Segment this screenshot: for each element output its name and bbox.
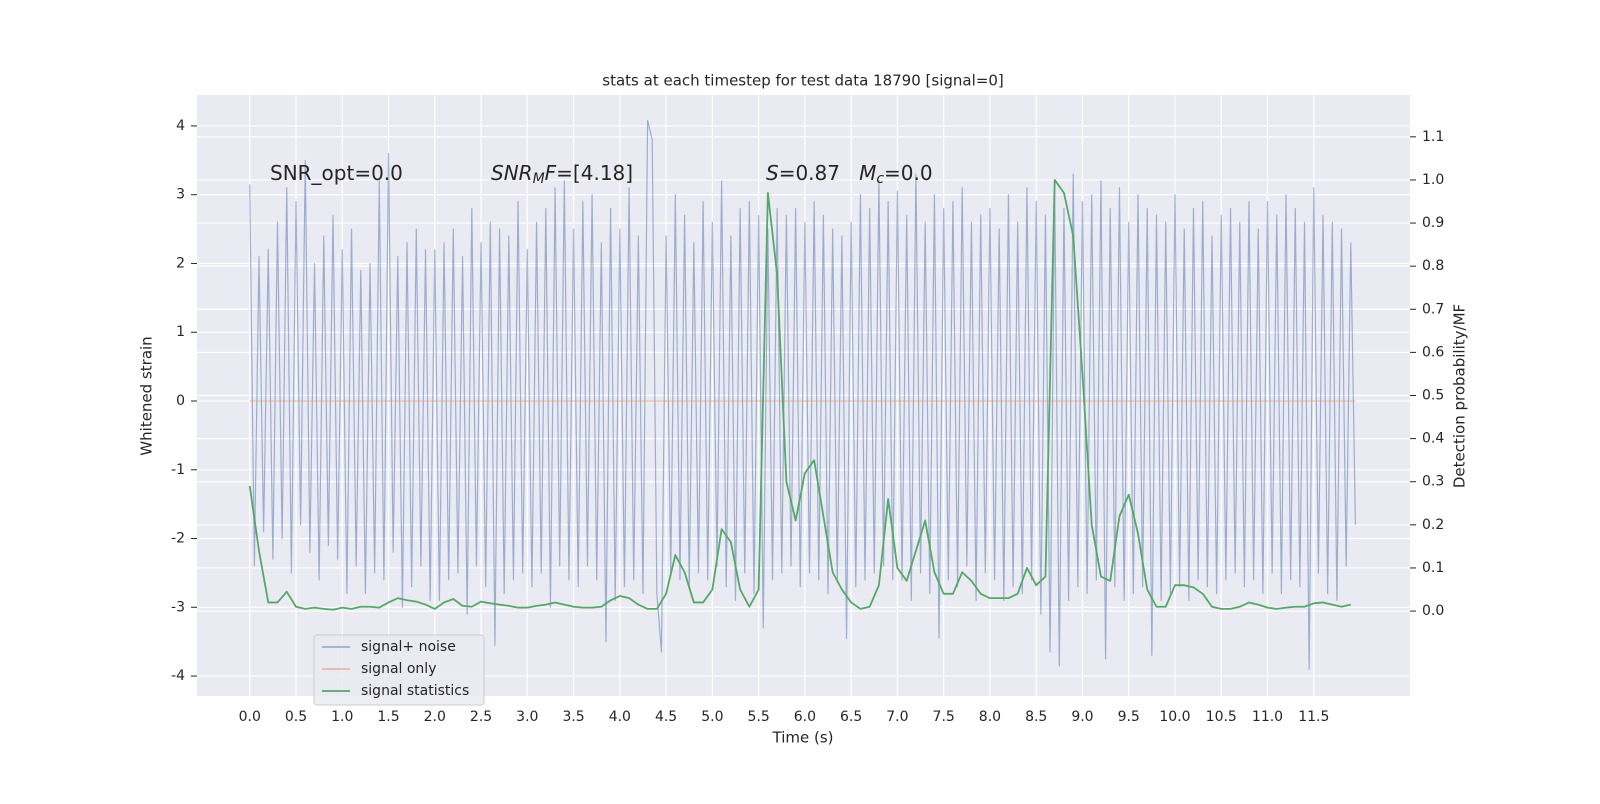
legend: signal+ noise signal only signal statistic… [313, 634, 485, 706]
y-tick-label: -3 [171, 599, 185, 615]
y2-tick-label: 1.1 [1422, 129, 1444, 145]
x-tick-label: 1.0 [331, 709, 353, 725]
x-tick-label: 6.5 [840, 709, 862, 725]
y-tick-label: -2 [171, 531, 185, 547]
annotation-part: c [876, 171, 884, 187]
x-tick-label: 7.0 [886, 709, 908, 725]
x-tick-label: 5.5 [747, 709, 769, 725]
y-tick-label: 4 [176, 118, 185, 134]
y2-tick-label: 1.0 [1422, 172, 1444, 188]
annotation: SNRMF=[4.18] [491, 161, 633, 188]
y2-tick-label: 0.2 [1422, 517, 1444, 533]
y2-tick-label: 0.9 [1422, 215, 1444, 231]
annotation-part: =[4.18] [556, 161, 633, 185]
annotation-part: SNR_opt=0.0 [270, 161, 403, 185]
y-tick-label: -1 [171, 462, 185, 478]
annotation-part: S [766, 161, 779, 185]
x-tick-label: 10.0 [1159, 709, 1190, 725]
marks [248, 119, 1357, 670]
x-tick-label: 8.5 [1025, 709, 1047, 725]
legend-label: signal statistics [361, 683, 469, 699]
series-line [249, 119, 1357, 670]
y-tick-label: 2 [176, 255, 185, 271]
labels: 0.0 0.5 1.0 1.5 2.0 2.5 3.0 3.5 4.0 4.5 5.0 5.5 6.0 6… [171, 118, 1444, 725]
x-tick-label: 2.5 [470, 709, 492, 725]
annotation-part: =0.87 [779, 161, 859, 185]
y2-tick-label: 0.7 [1422, 301, 1444, 317]
x-tick-label: 9.5 [1118, 709, 1140, 725]
legend-label: signal only [361, 661, 436, 677]
y2-tick-label: 0.6 [1422, 344, 1444, 360]
y2-tick-label: 0.1 [1422, 560, 1444, 576]
y-tick-label: 1 [176, 324, 185, 340]
annotation: SNR_opt=0.0 [270, 161, 403, 185]
annotation-part: SNR [491, 161, 533, 185]
y2-tick-label: 0.3 [1422, 474, 1444, 490]
x-tick-label: 0.0 [239, 709, 261, 725]
legend-label: signal+ noise [361, 639, 456, 655]
x-tick-label: 3.0 [516, 709, 538, 725]
x-tick-label: 5.0 [701, 709, 723, 725]
x-tick-label: 6.0 [794, 709, 816, 725]
x-axis-label: Time (s) [772, 729, 834, 747]
annotation: S=0.87 Mc=0.0 [766, 161, 933, 188]
x-tick-label: 4.0 [609, 709, 631, 725]
chart-title: stats at each timestep for test data 187… [602, 72, 1003, 90]
y-tick-label: 0 [176, 393, 185, 409]
x-tick-label: 11.5 [1298, 709, 1329, 725]
y-tick-label: 3 [176, 187, 185, 203]
x-tick-label: 7.5 [933, 709, 955, 725]
y2-tick-label: 0.8 [1422, 258, 1444, 274]
legend-box [313, 634, 485, 706]
y2-tick-label: 0.0 [1422, 603, 1444, 619]
y2-tick-label: 0.5 [1422, 388, 1444, 404]
x-tick-label: 9.0 [1071, 709, 1093, 725]
y-tick-label: -4 [171, 668, 185, 684]
series-line [248, 179, 1351, 611]
y2-axis-label: Detection probability/MF [1451, 304, 1469, 488]
x-tick-label: 11.0 [1252, 709, 1283, 725]
annotation-part: M [533, 171, 545, 187]
x-tick-label: 8.0 [979, 709, 1001, 725]
x-tick-label: 4.5 [655, 709, 677, 725]
x-tick-label: 1.5 [377, 709, 399, 725]
annotation-part: M [859, 161, 876, 185]
annotation-part: =0.0 [884, 161, 933, 185]
y-axis-label: Whitened strain [138, 336, 156, 455]
x-tick-label: 10.5 [1206, 709, 1237, 725]
x-tick-label: 2.0 [424, 709, 446, 725]
y2-tick-label: 0.4 [1422, 431, 1444, 447]
x-tick-label: 0.5 [285, 709, 307, 725]
x-tick-label: 3.5 [562, 709, 584, 725]
annotation-part: F [545, 161, 557, 185]
